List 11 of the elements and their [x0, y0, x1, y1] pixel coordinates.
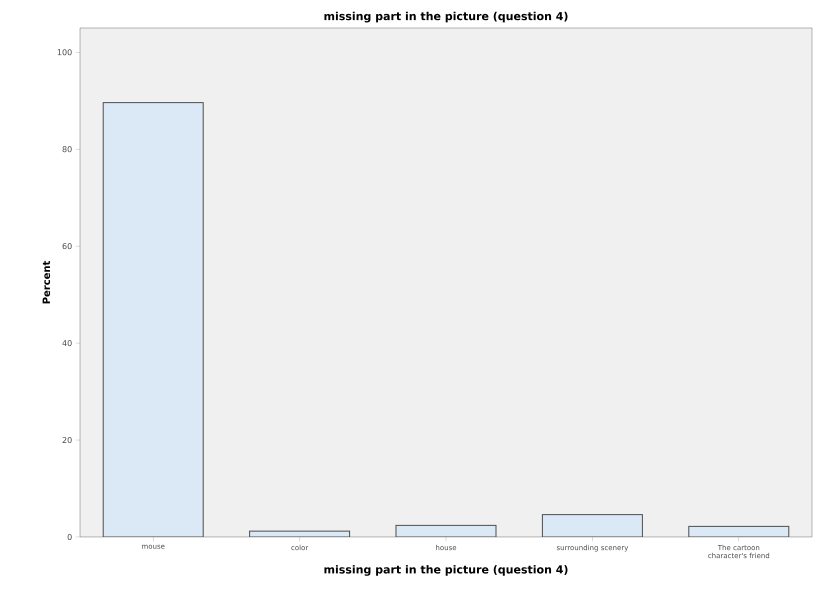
- y-tick-label: 40: [62, 340, 72, 346]
- y-axis-title: Percent: [42, 260, 50, 304]
- bar: [542, 514, 643, 537]
- y-tick-label: 60: [62, 243, 72, 250]
- y-tick-label: 20: [62, 437, 72, 444]
- y-tick-label: 100: [58, 49, 72, 56]
- y-tick-label: 0: [68, 534, 72, 540]
- chart-title: missing part in the picture (question 4): [324, 12, 568, 22]
- bar: [102, 102, 204, 537]
- x-axis-title: missing part in the picture (question 4): [324, 565, 568, 576]
- y-tick-label: 80: [62, 146, 72, 152]
